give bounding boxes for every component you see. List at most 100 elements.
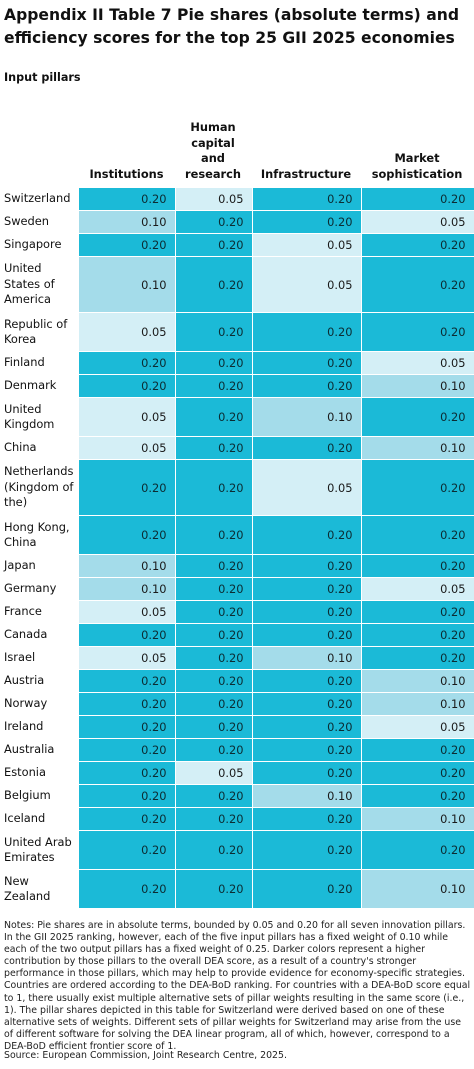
value-cell: 0.20 bbox=[174, 669, 253, 693]
value-cell: 0.20 bbox=[174, 830, 253, 870]
country-cell-israel: Israel bbox=[0, 646, 79, 670]
value-cell: 0.10 bbox=[360, 669, 474, 693]
value-cell: 0.20 bbox=[77, 459, 176, 516]
value-cell: 0.10 bbox=[360, 374, 474, 398]
value-cell: 0.20 bbox=[77, 869, 176, 909]
value-cell: 0.10 bbox=[360, 807, 474, 831]
value-cell: 0.10 bbox=[77, 210, 176, 234]
table-row: Ireland 0.20 0.20 0.20 0.05 bbox=[0, 715, 474, 739]
value-cell: 0.20 bbox=[77, 830, 176, 870]
value-cell: 0.20 bbox=[174, 646, 253, 670]
value-cell: 0.20 bbox=[174, 515, 253, 555]
value-cell: 0.10 bbox=[251, 397, 362, 437]
value-cell: 0.20 bbox=[251, 436, 362, 460]
table-row: Hong Kong, China 0.20 0.20 0.20 0.20 bbox=[0, 515, 474, 555]
value-cell: 0.05 bbox=[77, 646, 176, 670]
table-row: Netherlands (Kingdom of the) 0.20 0.20 0.05… bbox=[0, 459, 474, 516]
country-cell-japan: Japan bbox=[0, 554, 79, 578]
table-row: United Kingdom 0.05 0.20 0.10 0.20 bbox=[0, 397, 474, 437]
country-cell-finland: Finland bbox=[0, 351, 79, 375]
table-row: Republic of Korea 0.05 0.20 0.20 0.20 bbox=[0, 312, 474, 352]
table-row: Austria 0.20 0.20 0.20 0.10 bbox=[0, 669, 474, 693]
value-cell: 0.10 bbox=[360, 692, 474, 716]
value-cell: 0.20 bbox=[77, 351, 176, 375]
value-cell: 0.20 bbox=[360, 646, 474, 670]
value-cell: 0.20 bbox=[251, 187, 362, 211]
value-cell: 0.20 bbox=[360, 784, 474, 808]
column-header-row: Institutions Human capital and research … bbox=[0, 112, 474, 184]
value-cell: 0.20 bbox=[77, 374, 176, 398]
value-cell: 0.20 bbox=[251, 600, 362, 624]
country-cell-australia: Australia bbox=[0, 738, 79, 762]
value-cell: 0.20 bbox=[174, 459, 253, 516]
country-cell-republic-of-korea: Republic of Korea bbox=[0, 312, 79, 352]
value-cell: 0.20 bbox=[77, 784, 176, 808]
table-row: Finland 0.20 0.20 0.20 0.05 bbox=[0, 351, 474, 375]
value-cell: 0.05 bbox=[360, 351, 474, 375]
value-cell: 0.20 bbox=[174, 351, 253, 375]
value-cell: 0.20 bbox=[77, 692, 176, 716]
value-cell: 0.20 bbox=[174, 715, 253, 739]
value-cell: 0.20 bbox=[77, 623, 176, 647]
country-cell-belgium: Belgium bbox=[0, 784, 79, 808]
value-cell: 0.10 bbox=[77, 577, 176, 601]
value-cell: 0.20 bbox=[251, 312, 362, 352]
value-cell: 0.10 bbox=[77, 256, 176, 313]
table-row: Switzerland 0.20 0.05 0.20 0.20 bbox=[0, 187, 474, 211]
value-cell: 0.20 bbox=[251, 623, 362, 647]
country-cell-united-kingdom: United Kingdom bbox=[0, 397, 79, 437]
value-cell: 0.20 bbox=[251, 374, 362, 398]
table-row: Australia 0.20 0.20 0.20 0.20 bbox=[0, 738, 474, 762]
value-cell: 0.20 bbox=[77, 761, 176, 785]
table-row: Estonia 0.20 0.05 0.20 0.20 bbox=[0, 761, 474, 785]
value-cell: 0.20 bbox=[77, 515, 176, 555]
value-cell: 0.20 bbox=[251, 210, 362, 234]
value-cell: 0.20 bbox=[77, 187, 176, 211]
value-cell: 0.20 bbox=[174, 600, 253, 624]
value-cell: 0.20 bbox=[251, 869, 362, 909]
value-cell: 0.20 bbox=[360, 600, 474, 624]
table-row: Singapore 0.20 0.20 0.05 0.20 bbox=[0, 233, 474, 257]
value-cell: 0.05 bbox=[77, 397, 176, 437]
value-cell: 0.20 bbox=[77, 233, 176, 257]
country-cell-germany: Germany bbox=[0, 577, 79, 601]
value-cell: 0.20 bbox=[174, 738, 253, 762]
value-cell: 0.20 bbox=[174, 436, 253, 460]
country-cell-ireland: Ireland bbox=[0, 715, 79, 739]
table-row: Japan 0.10 0.20 0.20 0.20 bbox=[0, 554, 474, 578]
table-row: Iceland 0.20 0.20 0.20 0.10 bbox=[0, 807, 474, 831]
value-cell: 0.20 bbox=[174, 577, 253, 601]
column-header-infrastructure: Infrastructure bbox=[260, 166, 352, 181]
value-cell: 0.20 bbox=[251, 577, 362, 601]
country-cell-switzerland: Switzerland bbox=[0, 187, 79, 211]
value-cell: 0.20 bbox=[360, 312, 474, 352]
country-cell-netherlands-kingdom-of-the: Netherlands (Kingdom of the) bbox=[0, 459, 79, 516]
value-cell: 0.20 bbox=[174, 623, 253, 647]
table-row: Germany 0.10 0.20 0.20 0.05 bbox=[0, 577, 474, 601]
country-cell-sweden: Sweden bbox=[0, 210, 79, 234]
table-source: Source: European Commission, Joint Resea… bbox=[4, 1050, 287, 1061]
value-cell: 0.20 bbox=[360, 256, 474, 313]
value-cell: 0.05 bbox=[251, 256, 362, 313]
value-cell: 0.20 bbox=[251, 715, 362, 739]
value-cell: 0.20 bbox=[251, 669, 362, 693]
value-cell: 0.05 bbox=[360, 715, 474, 739]
table-notes: Notes: Pie shares are in absolute terms,… bbox=[4, 920, 471, 1052]
value-cell: 0.05 bbox=[77, 312, 176, 352]
country-cell-hong-kong-china: Hong Kong, China bbox=[0, 515, 79, 555]
value-cell: 0.05 bbox=[360, 210, 474, 234]
table-title: Appendix II Table 7 Pie shares (absolute… bbox=[4, 6, 460, 47]
value-cell: 0.10 bbox=[77, 554, 176, 578]
value-cell: 0.20 bbox=[174, 397, 253, 437]
value-cell: 0.05 bbox=[77, 436, 176, 460]
country-cell-singapore: Singapore bbox=[0, 233, 79, 257]
table-row: Sweden 0.10 0.20 0.20 0.05 bbox=[0, 210, 474, 234]
value-cell: 0.05 bbox=[174, 187, 253, 211]
value-cell: 0.10 bbox=[360, 436, 474, 460]
value-cell: 0.20 bbox=[360, 515, 474, 555]
value-cell: 0.05 bbox=[251, 233, 362, 257]
value-cell: 0.20 bbox=[251, 807, 362, 831]
country-cell-canada: Canada bbox=[0, 623, 79, 647]
value-cell: 0.20 bbox=[174, 256, 253, 313]
country-cell-united-arab-emirates: United Arab Emirates bbox=[0, 830, 79, 870]
